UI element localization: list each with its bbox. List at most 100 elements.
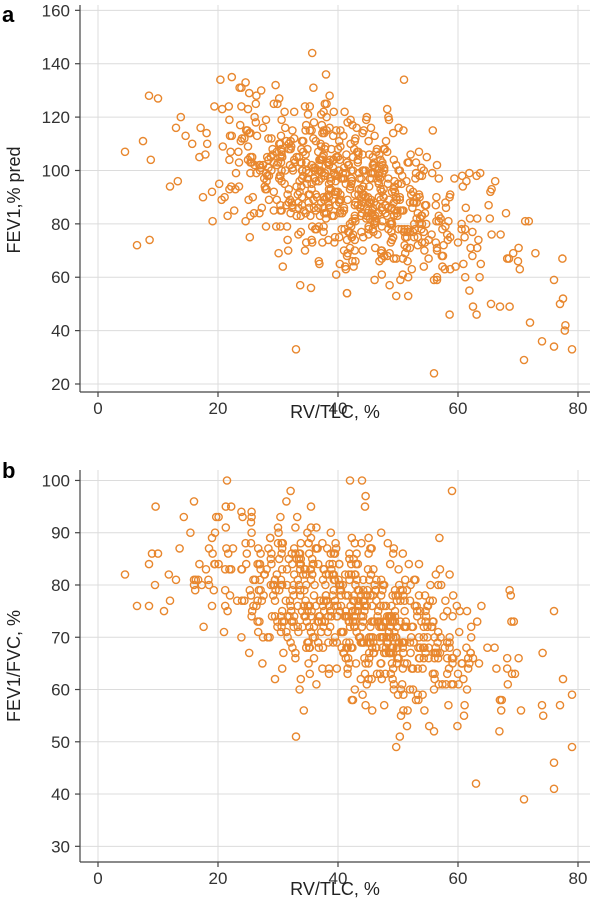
scatter-point [351,580,360,590]
scatter-point [538,648,547,658]
scatter-point [427,230,436,239]
scatter-point [370,131,379,141]
scatter-point [415,606,425,616]
scatter-point [438,262,447,271]
scatter-point [204,575,213,585]
scatter-point [519,795,529,804]
scatter-point [429,368,439,378]
scatter-point [463,653,473,663]
scatter-point [195,559,204,569]
scatter-point [324,570,334,579]
scatter-point [419,622,429,632]
scatter-point [292,554,301,564]
scatter-point [144,601,154,611]
scatter-point [384,174,393,183]
scatter-point [364,575,374,585]
x-tick-label: 20 [209,869,228,888]
scatter-point [453,669,463,679]
panel-b-letter: b [2,458,15,483]
scatter-point [196,123,205,133]
scatter-point [319,222,328,231]
scatter-point [380,144,390,154]
scatter-point [317,617,327,626]
scatter-point [305,669,315,679]
scatter-point [241,538,250,548]
scatter-point [453,721,462,731]
scatter-point [286,606,296,616]
scatter-point [379,163,389,173]
scatter-point [297,144,306,154]
scatter-point [337,208,347,218]
scatter-point [218,142,228,151]
scatter-point [355,633,365,642]
scatter-point [295,685,304,694]
scatter-point [264,195,274,205]
scatter-point [381,136,391,146]
scatter-point [165,182,175,191]
scatter-point [367,643,377,653]
scatter-point [465,286,474,295]
scatter-point [447,486,457,496]
scatter-point [419,166,429,175]
scatter-point [345,219,355,229]
scatter-point [436,633,445,642]
scatter-point [292,512,302,522]
x-axis-title: RV/TLC, % [290,402,380,422]
scatter-point [336,591,346,600]
scatter-point [258,659,267,668]
scatter-point [447,653,457,663]
scatter-point [507,617,516,626]
scatter-point [328,131,338,141]
scatter-point [329,107,339,117]
scatter-point [389,155,399,165]
scatter-point [420,246,429,255]
scatter-point [405,184,415,194]
scatter-point [309,83,318,92]
scatter-point [399,75,409,84]
scatter-point [165,596,175,606]
scatter-point [502,653,512,663]
scatter-point [441,203,451,213]
scatter-point [326,528,336,538]
scatter-point [358,575,368,585]
scatter-point [376,659,385,668]
scatter-point [414,190,424,199]
scatter-point [250,575,260,585]
scatter-point [377,270,387,279]
scatter-point [382,104,392,114]
scatter-point [442,638,452,647]
scatter-point [376,601,385,611]
scatter-point [367,706,377,715]
scatter-point [453,238,463,247]
scatter-point [288,126,297,135]
scatter-point [549,784,559,794]
scatter-point [310,224,320,234]
scatter-point [417,219,427,229]
scatter-point [515,264,525,274]
scatter-point [307,126,316,135]
scatter-point [244,648,254,658]
scatter-point [288,163,297,173]
scatter-point [276,131,286,141]
scatter-point [357,198,367,207]
scatter-point [351,570,360,579]
scatter-point [428,596,438,606]
x-axis-title: RV/TLC, % [290,879,380,899]
scatter-point [510,669,520,679]
scatter-point [366,544,375,553]
scatter-point [266,580,276,590]
scatter-point [448,591,458,600]
scatter-point [383,179,393,189]
scatter-point [334,559,344,569]
scatter-point [366,123,376,133]
scatter-point [354,596,363,606]
scatter-point [153,94,163,103]
scatter-point [419,653,429,663]
scatter-point [405,638,415,647]
scatter-point [221,502,231,511]
scatter-point [452,648,462,658]
scatter-point [181,131,190,141]
scatter-point [465,168,474,178]
scatter-point [429,685,439,694]
scatter-point [309,591,319,600]
